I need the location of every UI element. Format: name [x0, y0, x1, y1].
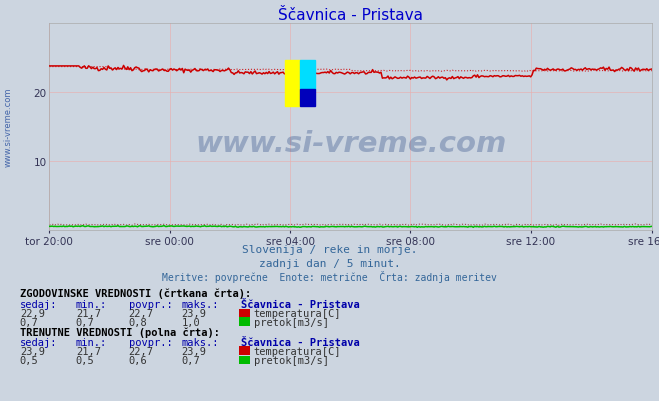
Text: 0,7: 0,7 — [181, 355, 200, 365]
Text: 23,9: 23,9 — [181, 308, 206, 318]
Text: 23,9: 23,9 — [181, 346, 206, 356]
Text: 21,7: 21,7 — [76, 346, 101, 356]
Text: maks.:: maks.: — [181, 337, 219, 347]
Text: www.si-vreme.com: www.si-vreme.com — [3, 88, 13, 167]
Text: 0,6: 0,6 — [129, 355, 147, 365]
Text: ZGODOVINSKE VREDNOSTI (črtkana črta):: ZGODOVINSKE VREDNOSTI (črtkana črta): — [20, 288, 251, 299]
Text: 0,5: 0,5 — [76, 355, 94, 365]
Text: 0,5: 0,5 — [20, 355, 38, 365]
Text: 1,0: 1,0 — [181, 317, 200, 327]
Text: 21,7: 21,7 — [76, 308, 101, 318]
Text: sedaj:: sedaj: — [20, 299, 57, 309]
Bar — [300, 61, 315, 90]
Text: min.:: min.: — [76, 299, 107, 309]
Text: 22,7: 22,7 — [129, 346, 154, 356]
Text: pretok[m3/s]: pretok[m3/s] — [254, 317, 329, 327]
Text: 0,7: 0,7 — [20, 317, 38, 327]
Text: Ščavnica - Pristava: Ščavnica - Pristava — [241, 299, 359, 309]
Text: pretok[m3/s]: pretok[m3/s] — [254, 355, 329, 365]
Text: povpr.:: povpr.: — [129, 299, 172, 309]
Text: Meritve: povprečne  Enote: metrične  Črta: zadnja meritev: Meritve: povprečne Enote: metrične Črta:… — [162, 271, 497, 283]
Text: zadnji dan / 5 minut.: zadnji dan / 5 minut. — [258, 259, 401, 269]
Title: Ščavnica - Pristava: Ščavnica - Pristava — [278, 8, 424, 23]
Text: maks.:: maks.: — [181, 299, 219, 309]
Text: Slovenija / reke in morje.: Slovenija / reke in morje. — [242, 245, 417, 255]
Text: temperatura[C]: temperatura[C] — [254, 346, 341, 356]
Text: TRENUTNE VREDNOSTI (polna črta):: TRENUTNE VREDNOSTI (polna črta): — [20, 326, 219, 337]
Bar — [300, 90, 315, 107]
Text: sedaj:: sedaj: — [20, 337, 57, 347]
Text: www.si-vreme.com: www.si-vreme.com — [195, 130, 507, 158]
Text: temperatura[C]: temperatura[C] — [254, 308, 341, 318]
Bar — [285, 61, 300, 107]
Text: 22,9: 22,9 — [20, 308, 45, 318]
Text: min.:: min.: — [76, 337, 107, 347]
Text: 0,7: 0,7 — [76, 317, 94, 327]
Text: 22,7: 22,7 — [129, 308, 154, 318]
Text: Ščavnica - Pristava: Ščavnica - Pristava — [241, 337, 359, 347]
Text: 0,8: 0,8 — [129, 317, 147, 327]
Text: 23,9: 23,9 — [20, 346, 45, 356]
Text: povpr.:: povpr.: — [129, 337, 172, 347]
